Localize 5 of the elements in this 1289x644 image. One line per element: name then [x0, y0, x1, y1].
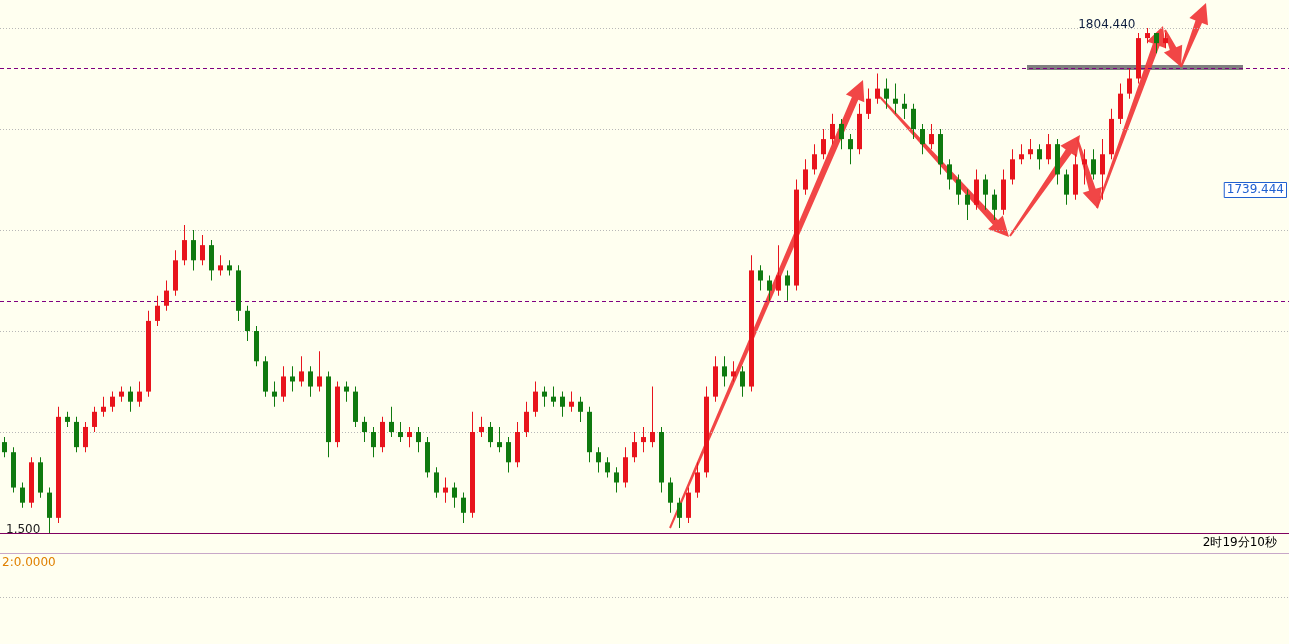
text: 2:0.0000 [2, 555, 56, 570]
text: 2时19分10秒 [1202, 535, 1277, 550]
annotation: 1804.440 [1078, 17, 1136, 32]
text: 1739.444 [1226, 182, 1285, 197]
annotation: 1.500 [6, 522, 41, 537]
